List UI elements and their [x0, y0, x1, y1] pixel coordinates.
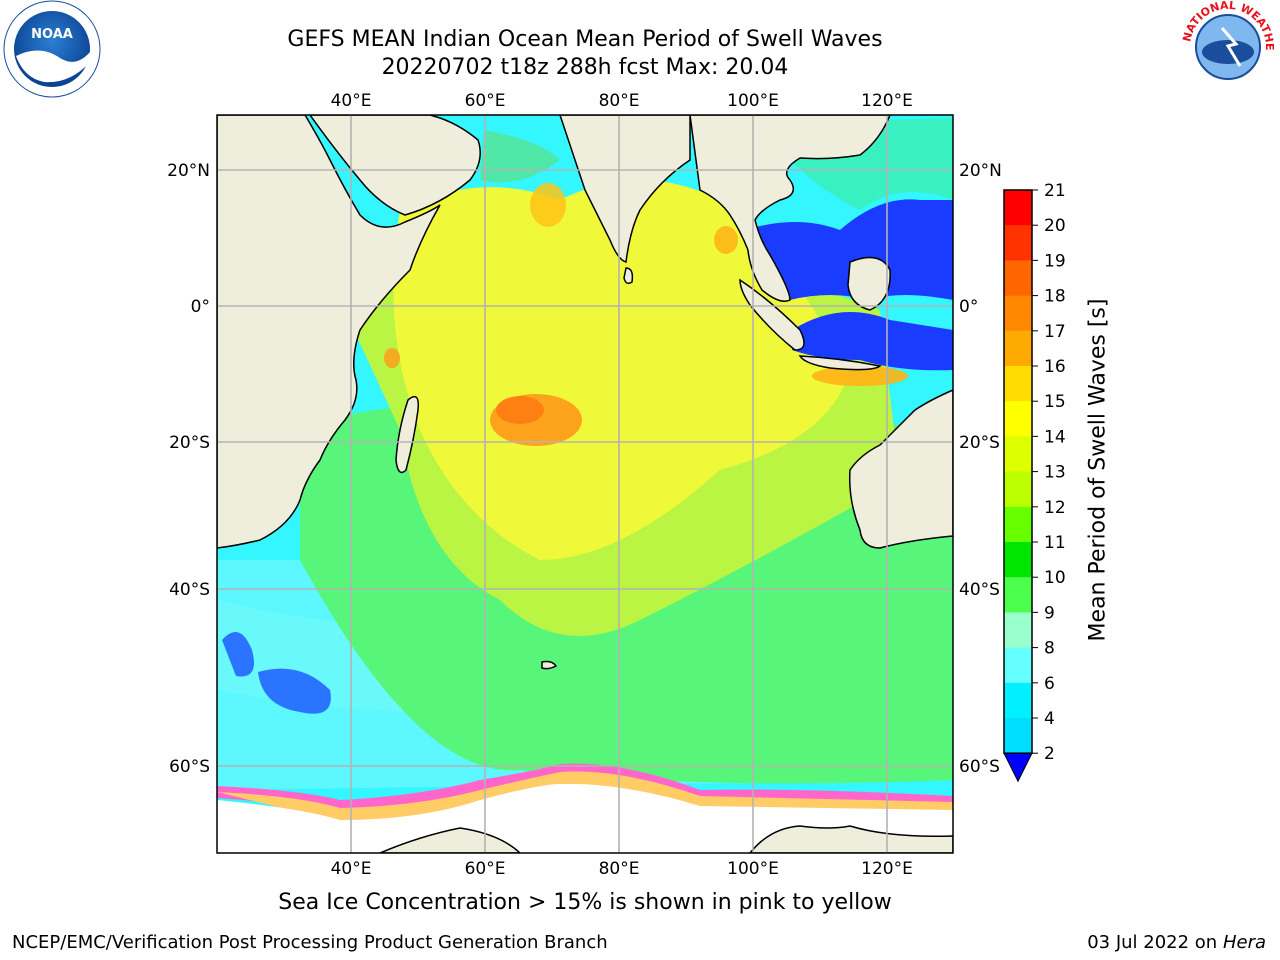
sea-ice-note: Sea Ice Concentration > 15% is shown in …: [278, 890, 892, 915]
colorbar-tick-label: 16: [1044, 357, 1066, 377]
colorbar-extend-arrow: [1003, 752, 1033, 783]
land-masses: [217, 115, 953, 853]
generation-date-text: 03 Jul 2022 on: [1087, 932, 1218, 953]
lat-tick-left: 0°: [191, 297, 210, 317]
colorbar-segment: [1004, 436, 1032, 473]
map-title-line1: GEFS MEAN Indian Ocean Mean Period of Sw…: [287, 27, 883, 52]
generation-date: 03 Jul 2022 on Hera: [1087, 932, 1266, 953]
producer-credit: NCEP/EMC/Verification Post Processing Pr…: [12, 932, 608, 953]
colorbar-segment: [1004, 330, 1032, 367]
colorbar-tick-label: 11: [1044, 533, 1066, 553]
colorbar-segment: [1004, 647, 1032, 684]
lon-tick-bottom: 80°E: [599, 859, 640, 879]
colorbar-segment: [1004, 295, 1032, 332]
colorbar-tick-label: 12: [1044, 498, 1066, 518]
colorbar-tick-label: 6: [1044, 674, 1055, 694]
lat-tick-right: 0°: [959, 297, 978, 317]
lon-tick-top: 60°E: [465, 91, 506, 111]
lat-tick-left: 60°S: [169, 757, 210, 777]
map-gridlines: [217, 115, 953, 853]
swell-period-field: [217, 115, 953, 853]
colorbar-tick-label: 14: [1044, 427, 1066, 447]
colorbar-tick-label: 4: [1044, 709, 1055, 729]
lon-tick-bottom: 100°E: [727, 859, 779, 879]
noaa-logo: NOAA: [3, 0, 101, 98]
map-frame: [216, 114, 954, 854]
colorbar: 21 20 19 18 17 16 15 14 13 12 11 10 9 8 6 4 2: [1003, 181, 1066, 783]
colorbar-segment: [1004, 718, 1032, 754]
lat-tick-left: 40°S: [169, 580, 210, 600]
colorbar-tick-label: 10: [1044, 568, 1066, 588]
colorbar-tick-label: 20: [1044, 216, 1066, 236]
axis-tick-labels: 40°E 60°E 80°E 100°E 120°E 40°E 60°E 80°…: [167, 91, 1002, 879]
lon-tick-bottom: 120°E: [861, 859, 913, 879]
colorbar-segment: [1004, 190, 1032, 226]
lat-tick-left: 20°S: [169, 433, 210, 453]
colorbar-tick-label: 13: [1044, 463, 1066, 483]
colorbar-tick-label: 2: [1044, 744, 1055, 764]
lon-tick-bottom: 60°E: [465, 859, 506, 879]
lat-tick-right: 60°S: [959, 757, 1000, 777]
lon-tick-bottom: 40°E: [331, 859, 372, 879]
lon-tick-top: 80°E: [599, 91, 640, 111]
colorbar-segment: [1004, 366, 1032, 402]
colorbar-tick-label: 15: [1044, 392, 1066, 412]
colorbar-segment: [1004, 506, 1032, 543]
colorbar-segment: [1004, 260, 1032, 297]
colorbar-tick-label: 18: [1044, 287, 1066, 307]
colorbar-segment: [1004, 542, 1032, 578]
lon-tick-top: 100°E: [727, 91, 779, 111]
colorbar-segment: [1004, 471, 1032, 508]
svg-text:NATIONAL WEATHER SERVICE: NATIONAL WEATHER SERVICE: [0, 0, 1276, 51]
colorbar-tick-label: 19: [1044, 251, 1066, 271]
lat-tick-left: 20°N: [167, 161, 210, 181]
lat-tick-right: 20°S: [959, 433, 1000, 453]
host-name: Hera: [1222, 932, 1266, 953]
svg-text:NOAA: NOAA: [31, 27, 73, 42]
colorbar-tick-label: 17: [1044, 322, 1066, 342]
lon-tick-top: 120°E: [861, 91, 913, 111]
lat-tick-right: 40°S: [959, 580, 1000, 600]
map-title-line2: 20220702 t18z 288h fcst Max: 20.04: [381, 55, 789, 80]
lon-tick-top: 40°E: [331, 91, 372, 111]
nws-logo: NATIONAL WEATHER SERVICE: [0, 0, 1276, 93]
colorbar-tick-label: 8: [1044, 639, 1055, 659]
colorbar-segment: [1004, 401, 1032, 437]
colorbar-segment: [1004, 612, 1032, 649]
colorbar-tick-label: 21: [1044, 181, 1066, 201]
colorbar-segment: [1004, 577, 1032, 613]
lat-tick-right: 20°N: [959, 161, 1002, 181]
colorbar-segment: [1004, 682, 1032, 719]
colorbar-segment: [1004, 225, 1032, 261]
colorbar-tick-label: 9: [1044, 603, 1055, 623]
colorbar-label: Mean Period of Swell Waves [s]: [1085, 298, 1111, 642]
